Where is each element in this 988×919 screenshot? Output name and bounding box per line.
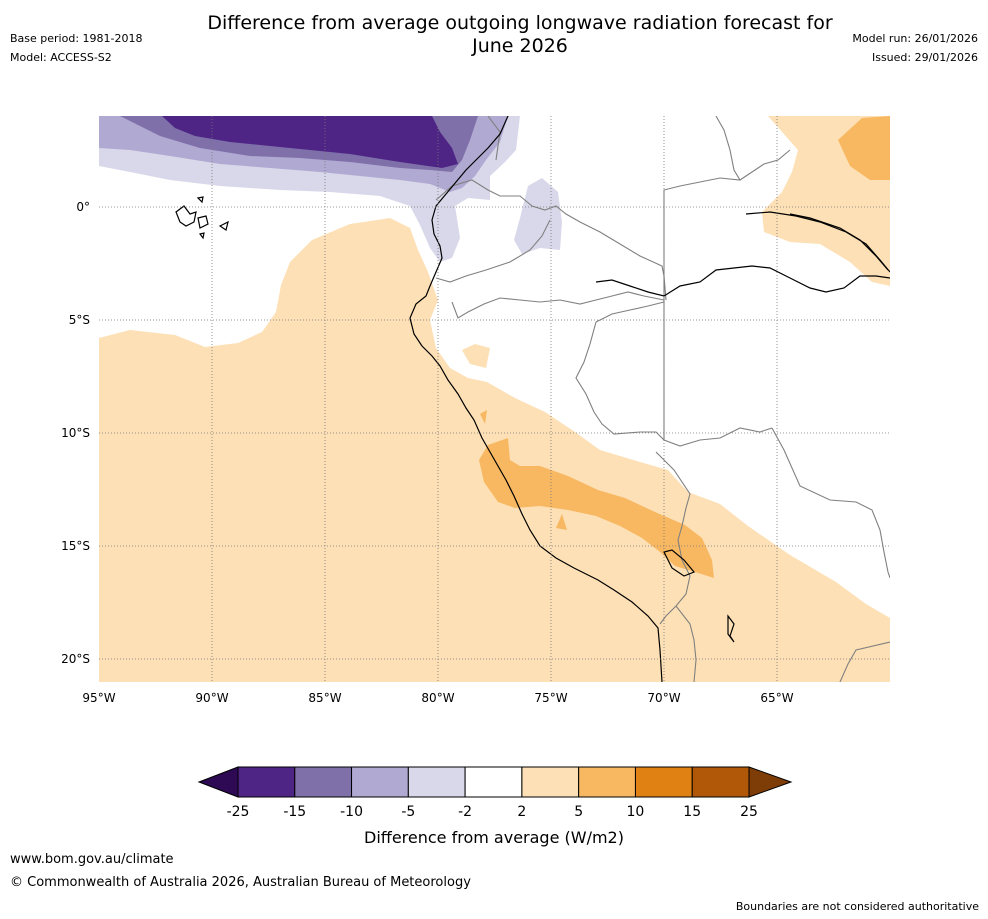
colorbar-frame [237, 766, 750, 798]
colorbar-tick-label: -15 [283, 804, 306, 820]
title-line-1: Difference from average outgoing longwav… [207, 12, 833, 34]
copyright: © Commonwealth of Australia 2026, Austra… [10, 875, 471, 890]
country-borders [435, 116, 890, 682]
lon-label: 95°W [82, 691, 115, 705]
lat-label: 20°S [61, 652, 90, 666]
colorbar-tick-label: -2 [458, 804, 472, 820]
website-url: www.bom.gov.au/climate [10, 852, 174, 867]
colorbar-tick-label: -5 [401, 804, 415, 820]
lat-label: 0° [76, 200, 90, 214]
anomaly-region-orange-ne [838, 116, 890, 180]
colorbar-extend-low [197, 766, 239, 798]
anomaly-region-light-orange-islet [462, 344, 490, 368]
colorbar-segment [578, 766, 636, 798]
map-area [99, 116, 890, 682]
lon-label: 75°W [534, 691, 567, 705]
colorbar: -25 -15 -10 -5 -2 2 5 10 15 25 [197, 766, 793, 820]
latitude-labels: 0° 5°S 10°S 15°S 20°S [61, 200, 90, 666]
disclaimer: Boundaries are not considered authoritat… [735, 900, 979, 913]
colorbar-tick-label: 25 [740, 804, 758, 820]
anomaly-region-orange-coast [479, 438, 714, 578]
galapagos-islands [175, 196, 229, 240]
gridlines [99, 116, 890, 682]
anomaly-region-orange-spot [556, 514, 567, 530]
lat-label: 5°S [69, 313, 90, 327]
lat-label: 10°S [61, 426, 90, 440]
colorbar-title: Difference from average (W/m2) [364, 828, 624, 847]
colorbar-tick-label: -25 [227, 804, 250, 820]
anomaly-region-very-light-purple-inland [514, 178, 562, 254]
lat-label: 15°S [61, 539, 90, 553]
colorbar-extend-high [748, 766, 793, 798]
anomaly-region-orange-spot-2 [480, 410, 487, 424]
model-run: Model run: 26/01/2026 [852, 32, 978, 45]
colorbar-segment [464, 766, 523, 798]
colorbar-tick-label: 10 [627, 804, 645, 820]
issued-date: Issued: 29/01/2026 [871, 51, 978, 64]
colorbar-tick-label: 5 [574, 804, 583, 820]
colorbar-segment [634, 766, 693, 798]
colorbar-tick-label: 15 [683, 804, 701, 820]
model-name: Model: ACCESS-S2 [10, 51, 112, 64]
lon-label: 90°W [195, 691, 228, 705]
colorbar-tick-label: 2 [517, 804, 526, 820]
colorbar-segment [407, 766, 466, 798]
colorbar-segment [351, 766, 409, 798]
colorbar-segment [294, 766, 353, 798]
colorbar-segment [691, 766, 750, 798]
page-title: Difference from average outgoing longwav… [150, 12, 890, 58]
base-period: Base period: 1981-2018 [10, 32, 143, 45]
lon-label: 70°W [647, 691, 680, 705]
title-line-2: June 2026 [472, 35, 568, 57]
anomaly-region-dark-purple [162, 116, 458, 168]
lon-label: 80°W [421, 691, 454, 705]
longitude-labels: 95°W 90°W 85°W 80°W 75°W 70°W 65°W [82, 691, 793, 705]
colorbar-segment [521, 766, 580, 798]
lon-label: 85°W [308, 691, 341, 705]
lon-label: 65°W [760, 691, 793, 705]
colorbar-segment [237, 766, 296, 798]
colorbar-tick-label: -10 [340, 804, 363, 820]
